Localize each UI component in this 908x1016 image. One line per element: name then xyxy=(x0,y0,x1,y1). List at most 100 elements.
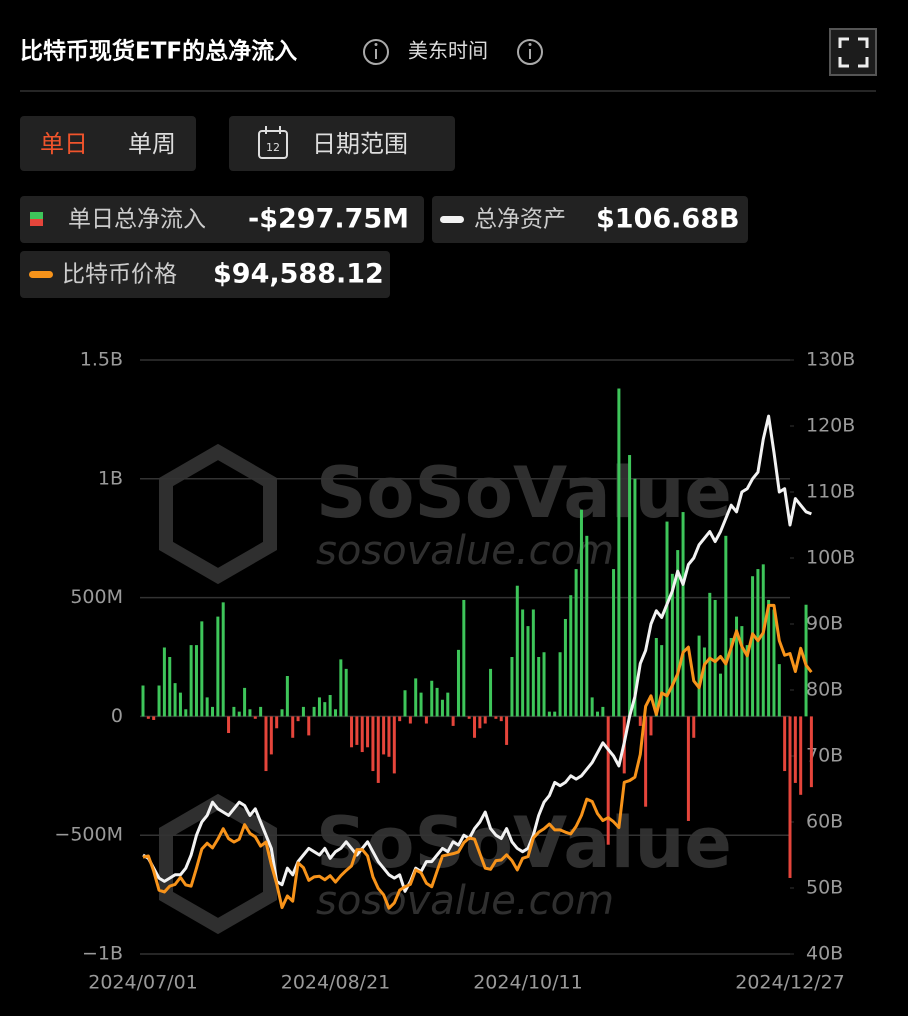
bar xyxy=(403,690,407,717)
bar xyxy=(376,716,380,783)
bar xyxy=(189,645,193,717)
x-tick-label: 2024/12/27 xyxy=(735,972,845,994)
bar xyxy=(676,550,680,717)
bar xyxy=(809,716,813,788)
bar xyxy=(761,564,765,717)
bar xyxy=(670,573,674,717)
date-range-label: 日期范围 xyxy=(312,130,408,158)
fullscreen-button[interactable] xyxy=(829,28,877,76)
bar xyxy=(793,716,797,783)
bar xyxy=(638,716,642,726)
legend-swatch xyxy=(440,216,464,223)
bar xyxy=(777,664,781,717)
bar xyxy=(317,697,321,717)
bar xyxy=(515,585,519,717)
bar xyxy=(542,652,546,717)
y2-tick-label: 100B xyxy=(806,547,855,569)
bar xyxy=(446,692,450,717)
date-range-button[interactable]: 12 日期范围 xyxy=(229,116,455,171)
y-tick-label: 500M xyxy=(70,586,123,608)
bar xyxy=(665,521,669,717)
bar xyxy=(756,569,760,717)
bar xyxy=(681,512,685,717)
bar xyxy=(478,716,482,729)
bar xyxy=(243,687,247,717)
bar xyxy=(392,716,396,774)
y2-tick-label: 40B xyxy=(806,943,843,965)
tab[interactable]: 单周 xyxy=(128,130,176,158)
bar xyxy=(451,716,455,726)
bar xyxy=(708,592,712,717)
bar xyxy=(569,595,573,717)
tab-group xyxy=(20,116,196,171)
y-tick-label: −1B xyxy=(82,943,123,965)
bar xyxy=(221,602,225,717)
bar xyxy=(574,569,578,717)
bar xyxy=(296,716,300,722)
legend-chip xyxy=(20,196,424,243)
bar xyxy=(333,709,337,717)
bar xyxy=(467,716,471,719)
bar xyxy=(585,535,589,717)
bar xyxy=(237,711,241,717)
bar xyxy=(435,687,439,717)
bar xyxy=(783,716,787,772)
bar xyxy=(558,652,562,717)
bar xyxy=(579,509,583,717)
bar xyxy=(767,599,771,717)
x-tick-label: 2024/08/21 xyxy=(281,972,391,994)
bar xyxy=(419,692,423,717)
bar xyxy=(590,697,594,717)
bar xyxy=(697,635,701,717)
bar xyxy=(440,699,444,717)
bar xyxy=(553,711,557,717)
bar xyxy=(612,569,616,717)
info-icon[interactable] xyxy=(517,39,543,65)
info-icon[interactable] xyxy=(363,39,389,65)
bar xyxy=(489,668,493,717)
bar xyxy=(211,706,215,717)
bar xyxy=(301,706,305,717)
bar xyxy=(526,626,530,717)
legend-label: 总净资产 xyxy=(474,207,566,233)
bar xyxy=(360,716,364,753)
bar xyxy=(510,657,514,717)
bar xyxy=(162,647,166,717)
bar xyxy=(772,609,776,717)
y-tick-label: 0 xyxy=(111,705,123,727)
bar xyxy=(178,692,182,717)
bar xyxy=(617,388,621,717)
y2-tick-label: 50B xyxy=(806,877,843,899)
bar xyxy=(146,716,150,719)
watermark-brand: SoSoValue xyxy=(316,452,732,534)
bar xyxy=(606,716,610,845)
legend-label: 比特币价格 xyxy=(62,262,177,288)
bar xyxy=(788,716,792,878)
bar xyxy=(644,716,648,807)
bar xyxy=(521,609,525,717)
bar xyxy=(382,716,386,755)
legend: 单日总净流入 -$297.75M 总净资产 $106.68B 比特币价格 $94… xyxy=(20,196,748,298)
y2-tick-label: 110B xyxy=(806,481,855,503)
bar xyxy=(264,716,268,772)
bar xyxy=(724,535,728,717)
bar xyxy=(745,645,749,717)
watermark-brand: SoSoValue xyxy=(316,802,732,884)
plot: 1.5B 1B 500M 0 −500M −1B 130B 120B 110B 100B 90B 80… xyxy=(54,349,855,994)
y2-tick-label: 90B xyxy=(806,613,843,635)
legend-label: 单日总净流入 xyxy=(68,207,206,233)
bar xyxy=(408,716,412,724)
legend-swatch xyxy=(30,212,43,219)
bar xyxy=(355,716,359,745)
bar xyxy=(253,716,257,719)
y2-tick-label: 80B xyxy=(806,679,843,701)
line xyxy=(142,414,812,893)
bar xyxy=(259,706,263,717)
legend-value: $106.68B xyxy=(596,204,740,235)
bar xyxy=(205,697,209,717)
bar xyxy=(387,716,391,757)
bar xyxy=(547,711,551,717)
tab-active[interactable]: 单日 xyxy=(40,130,88,158)
